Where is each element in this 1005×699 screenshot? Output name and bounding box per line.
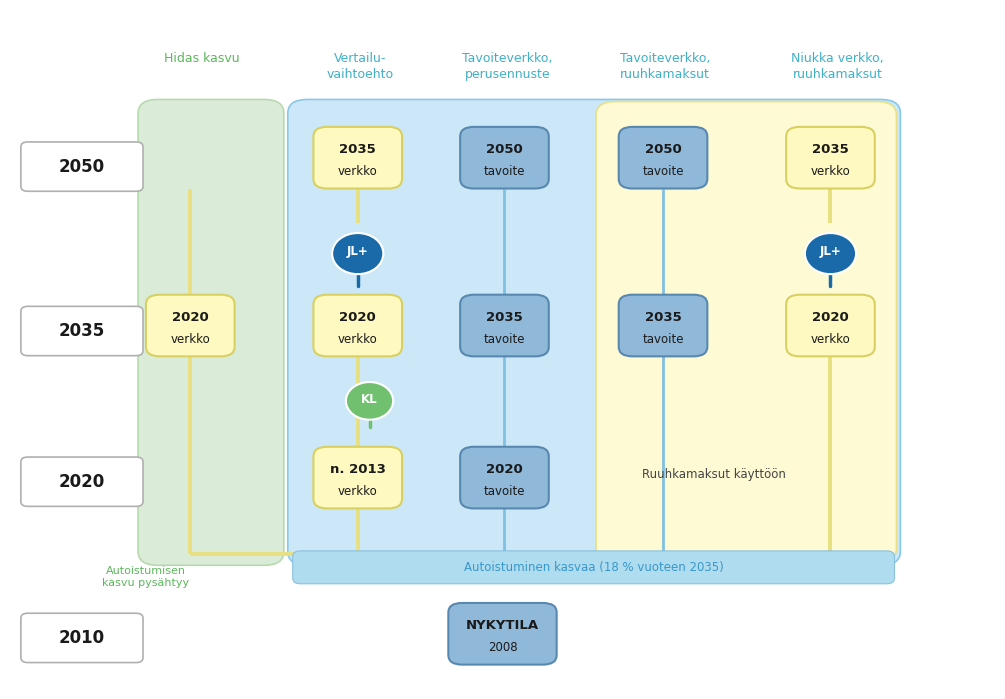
Text: verkko: verkko	[811, 165, 850, 178]
Ellipse shape	[332, 233, 383, 274]
Text: tavoite: tavoite	[483, 333, 526, 345]
Text: 2020: 2020	[486, 463, 523, 476]
FancyBboxPatch shape	[146, 295, 234, 356]
Text: Ruuhkamaksut käyttöön: Ruuhkamaksut käyttöön	[642, 468, 786, 481]
FancyBboxPatch shape	[619, 295, 708, 356]
Text: Hidas kasvu: Hidas kasvu	[164, 52, 240, 64]
Text: verkko: verkko	[811, 333, 850, 345]
Text: JL+: JL+	[347, 245, 369, 258]
FancyBboxPatch shape	[786, 127, 874, 189]
Text: Tavoiteverkko,
perusennuste: Tavoiteverkko, perusennuste	[462, 52, 553, 81]
Text: 2020: 2020	[59, 473, 106, 491]
Text: verkko: verkko	[338, 333, 378, 345]
Text: tavoite: tavoite	[642, 333, 683, 345]
FancyBboxPatch shape	[21, 142, 143, 192]
Text: Autoistumisen
kasvu pysähtyy: Autoistumisen kasvu pysähtyy	[103, 565, 190, 588]
Text: n. 2013: n. 2013	[330, 463, 386, 476]
FancyBboxPatch shape	[287, 99, 900, 565]
Text: verkko: verkko	[338, 484, 378, 498]
Text: tavoite: tavoite	[483, 484, 526, 498]
Text: Vertailu-
vaihtoehto: Vertailu- vaihtoehto	[327, 52, 393, 81]
FancyBboxPatch shape	[138, 99, 283, 565]
Text: KL: KL	[361, 393, 378, 406]
Text: Tavoiteverkko,
ruuhkamaksut: Tavoiteverkko, ruuhkamaksut	[620, 52, 711, 81]
Ellipse shape	[346, 382, 393, 419]
FancyBboxPatch shape	[460, 127, 549, 189]
Text: 2035: 2035	[340, 143, 376, 156]
FancyBboxPatch shape	[596, 101, 896, 562]
FancyBboxPatch shape	[21, 457, 143, 506]
FancyBboxPatch shape	[314, 447, 402, 508]
Text: 2035: 2035	[644, 311, 681, 324]
Text: 2010: 2010	[59, 629, 105, 647]
FancyBboxPatch shape	[292, 551, 894, 584]
Text: tavoite: tavoite	[642, 165, 683, 178]
Text: 2035: 2035	[486, 311, 523, 324]
FancyBboxPatch shape	[314, 127, 402, 189]
Text: 2020: 2020	[812, 311, 849, 324]
Text: NYKYTILA: NYKYTILA	[466, 619, 539, 633]
Text: 2020: 2020	[340, 311, 376, 324]
Text: 2050: 2050	[59, 157, 105, 175]
Text: 2035: 2035	[59, 322, 106, 340]
Text: Niukka verkko,
ruuhkamaksut: Niukka verkko, ruuhkamaksut	[791, 52, 883, 81]
Text: Autoistuminen kasvaa (18 % vuoteen 2035): Autoistuminen kasvaa (18 % vuoteen 2035)	[463, 561, 724, 574]
Text: tavoite: tavoite	[483, 165, 526, 178]
FancyBboxPatch shape	[786, 295, 874, 356]
FancyBboxPatch shape	[460, 447, 549, 508]
Text: 2050: 2050	[644, 143, 681, 156]
FancyBboxPatch shape	[21, 306, 143, 356]
Text: 2008: 2008	[487, 641, 518, 654]
FancyBboxPatch shape	[21, 613, 143, 663]
Text: JL+: JL+	[820, 245, 841, 258]
Text: verkko: verkko	[338, 165, 378, 178]
Text: 2020: 2020	[172, 311, 209, 324]
FancyBboxPatch shape	[314, 295, 402, 356]
Text: verkko: verkko	[171, 333, 210, 345]
Text: 2035: 2035	[812, 143, 849, 156]
FancyBboxPatch shape	[619, 127, 708, 189]
Text: 2050: 2050	[486, 143, 523, 156]
Ellipse shape	[805, 233, 856, 274]
FancyBboxPatch shape	[448, 603, 557, 665]
FancyBboxPatch shape	[460, 295, 549, 356]
